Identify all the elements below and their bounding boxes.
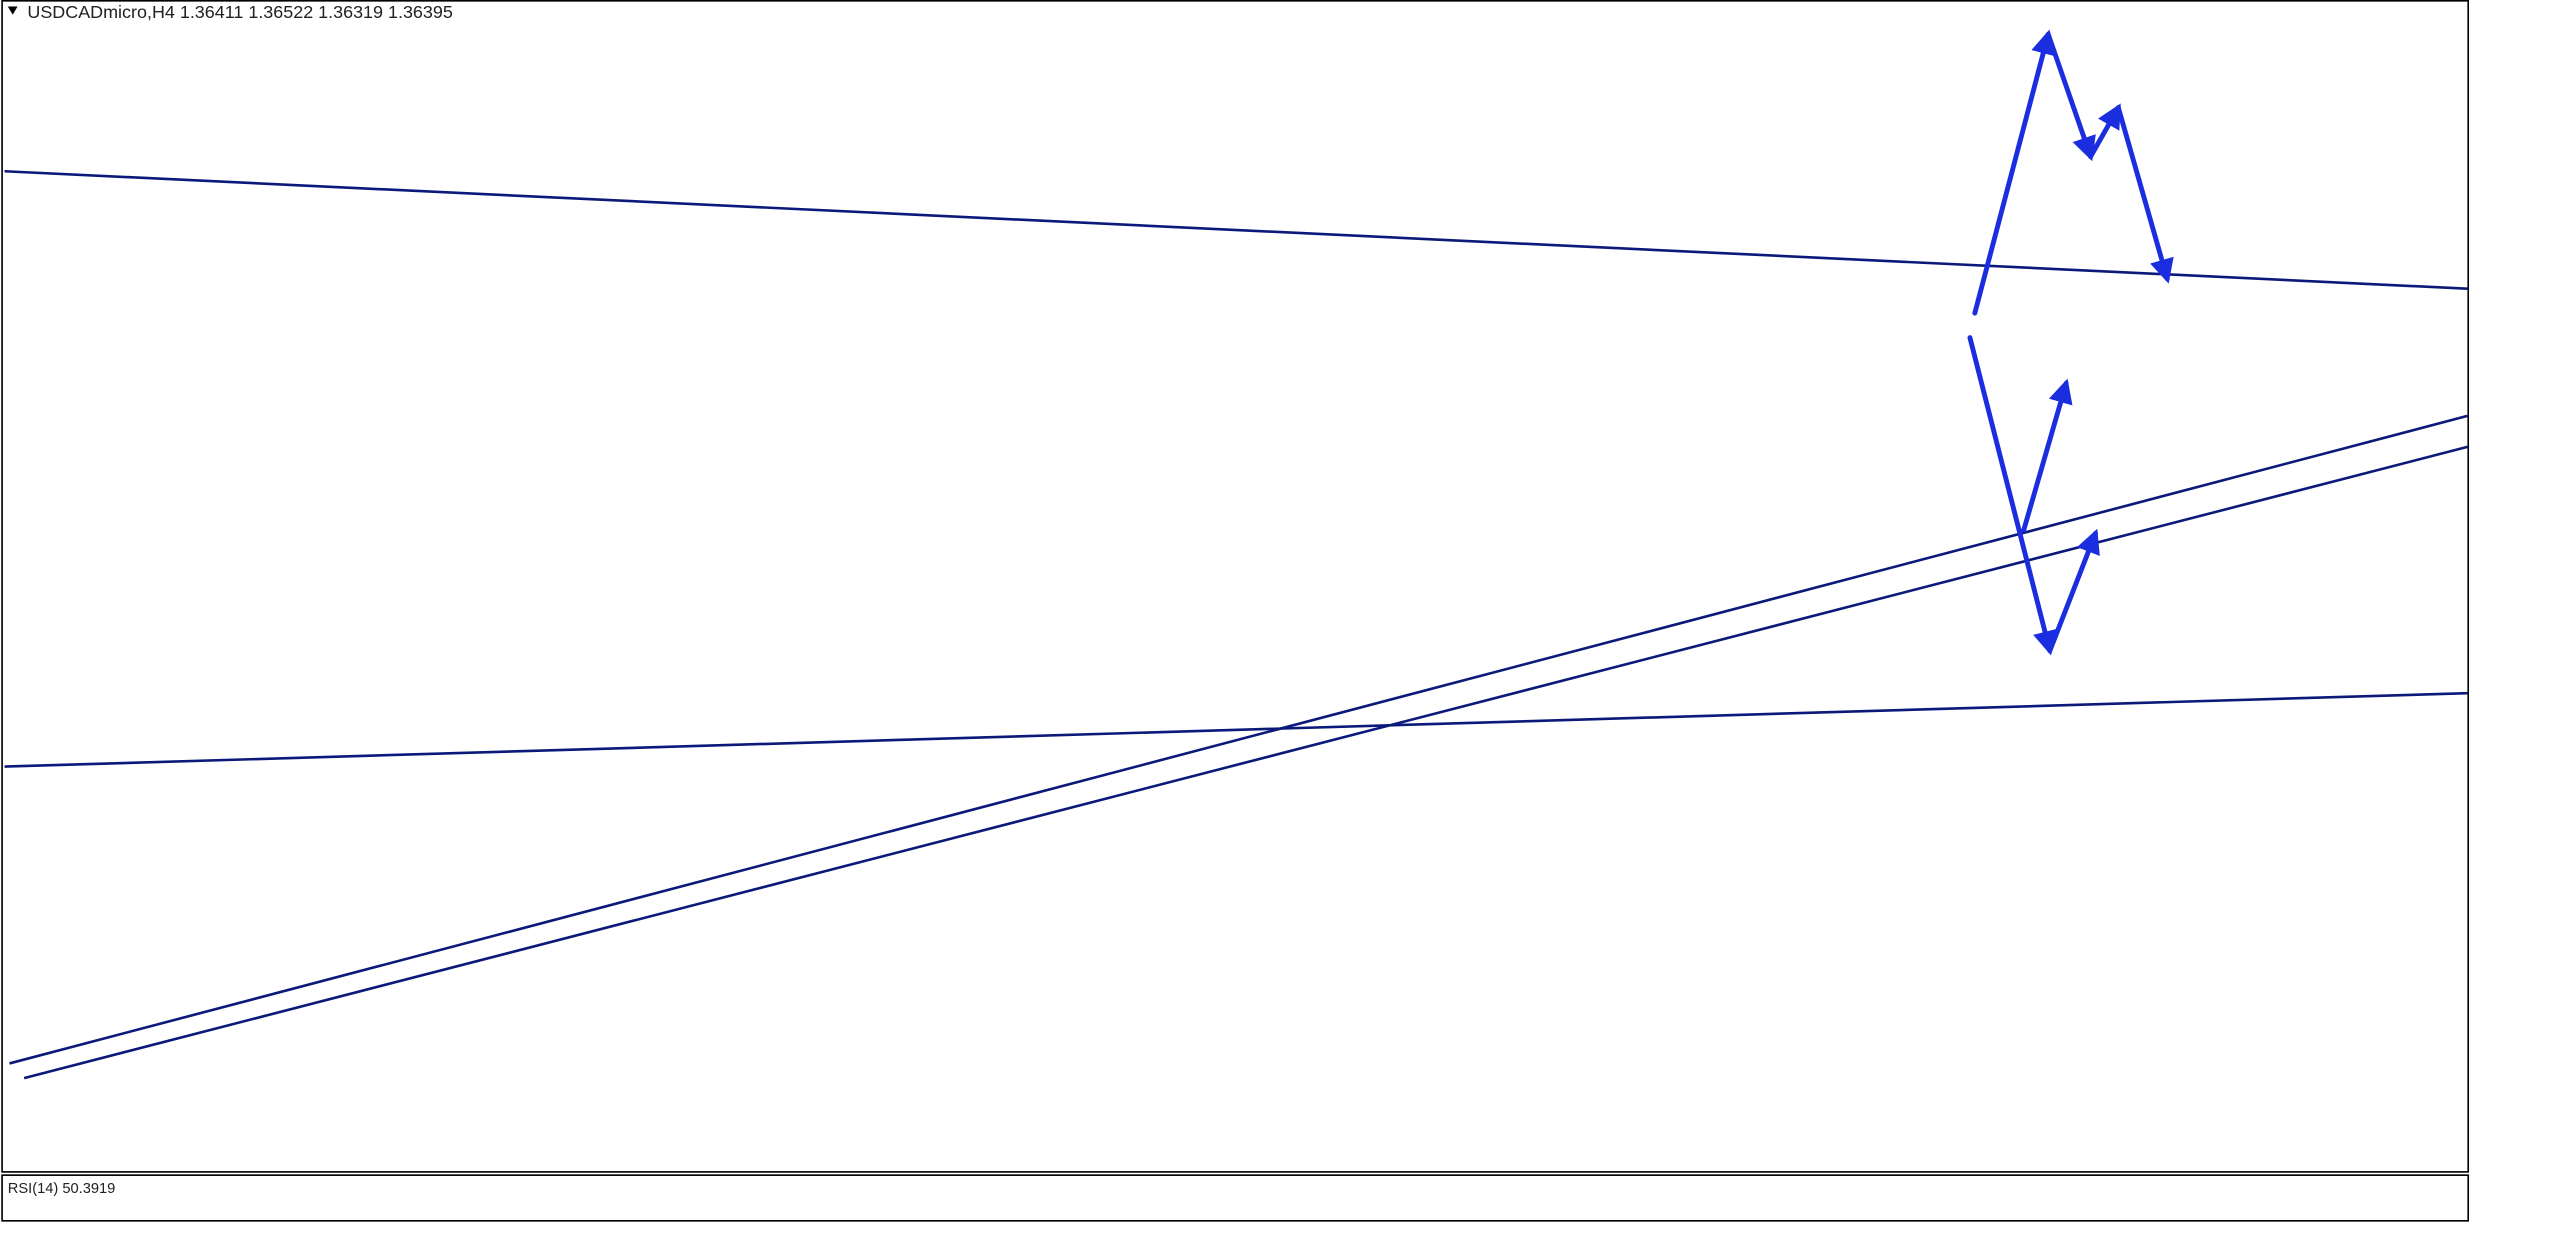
arrow (2115, 105, 2174, 284)
arrow (2021, 378, 2073, 533)
trendline (23, 445, 2468, 1080)
trendlines (4, 169, 2468, 1080)
trendline (4, 169, 2468, 290)
forecast-arrows (1967, 29, 2174, 656)
trendline (4, 691, 2468, 768)
arrow (1972, 29, 2056, 316)
rsi-label: RSI(14) 50.3919 (8, 1181, 116, 1197)
arrow (2088, 103, 2121, 160)
arrow (1967, 335, 2057, 656)
rsi-frame (1, 1174, 2470, 1222)
menu-icon[interactable] (7, 6, 18, 15)
plot-frame (1, 0, 2470, 1173)
trendline (9, 414, 2468, 1065)
arrow (2047, 528, 2100, 654)
arrow (2045, 31, 2096, 162)
chart-title: USDCADmicro,H4 1.36411 1.36522 1.36319 1… (27, 2, 452, 22)
